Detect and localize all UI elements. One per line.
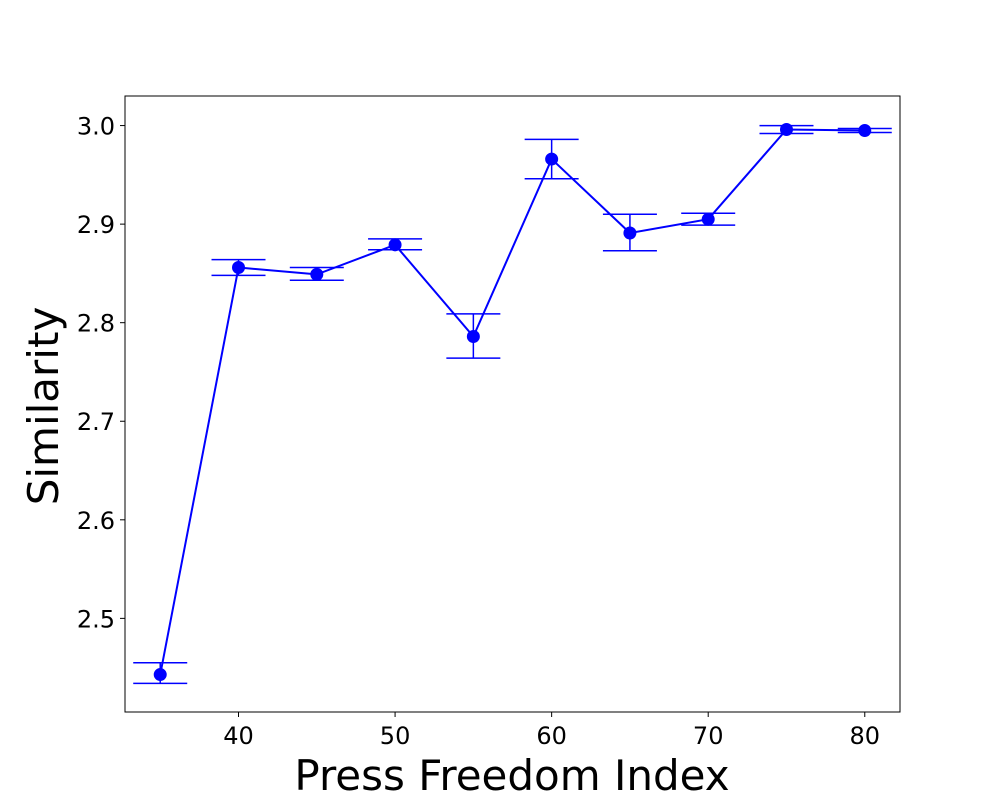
data-point [388, 238, 402, 252]
data-point [232, 260, 246, 274]
y-tick-label: 2.5 [77, 605, 115, 633]
data-point [310, 267, 324, 281]
x-tick-label: 40 [223, 722, 254, 750]
data-point [153, 668, 167, 682]
x-tick-label: 50 [380, 722, 411, 750]
y-tick-label: 3.0 [77, 113, 115, 141]
x-axis-label: Press Freedom Index [294, 751, 729, 800]
y-tick-label: 2.6 [77, 507, 115, 535]
data-point [466, 329, 480, 343]
x-axis-ticks: 40 50 60 70 80 [223, 712, 880, 750]
x-tick-label: 80 [849, 722, 880, 750]
y-axis-label: Similarity [19, 307, 68, 506]
plot-frame [124, 95, 901, 713]
data-point [779, 123, 793, 137]
y-tick-label: 2.8 [77, 310, 115, 338]
y-tick-label: 2.7 [77, 408, 115, 436]
data-point [623, 226, 637, 240]
data-point [701, 212, 715, 226]
x-tick-label: 70 [693, 722, 724, 750]
series-line [159, 128, 865, 675]
data-point [545, 152, 559, 166]
plot-layer [133, 123, 892, 685]
y-tick-label: 2.9 [77, 211, 115, 239]
data-point [858, 123, 872, 137]
y-axis-ticks: 2.5 2.6 2.7 2.8 2.9 3.0 [77, 113, 125, 633]
x-tick-label: 60 [536, 722, 567, 750]
